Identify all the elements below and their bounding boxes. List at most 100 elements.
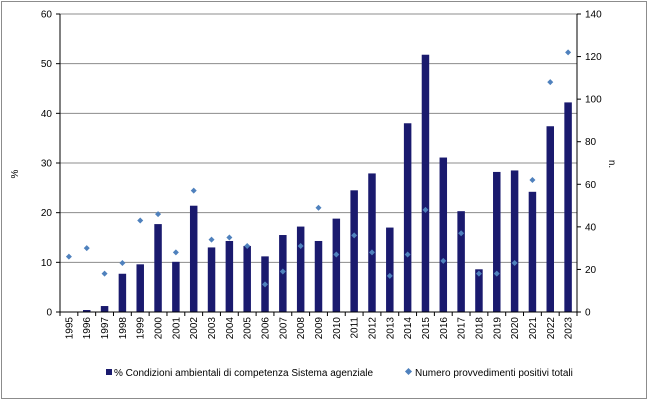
bar-2010	[332, 218, 341, 312]
left-tick-label: 40	[41, 109, 53, 120]
bar-2019	[493, 171, 501, 312]
point-2011	[351, 232, 358, 239]
x-tick-label: 2006	[261, 317, 272, 340]
legend: % Condizioni ambientali di competenza Si…	[106, 367, 573, 379]
x-tick-label: 2019	[492, 317, 503, 340]
right-tick-label: 140	[585, 10, 602, 21]
point-2013	[386, 272, 393, 279]
x-tick-label: 2014	[403, 317, 414, 340]
point-2022	[547, 79, 554, 86]
point-2014	[404, 251, 411, 258]
left-axis-ticks: 0 10 20 30 40 50 60	[41, 10, 60, 319]
x-tick-label: 2018	[474, 317, 485, 340]
bar-2015	[421, 54, 430, 313]
x-tick-label: 1996	[82, 317, 93, 340]
x-tick-label: 2021	[528, 317, 539, 340]
point-1997	[101, 270, 108, 277]
bar-2012	[368, 173, 376, 312]
bar-1999	[136, 264, 144, 312]
point-1999	[137, 217, 144, 224]
x-axis-ticks: 1995 1996 1997 1998 1999 2000 2001 2002 2003 2004…	[59, 312, 578, 340]
point-1996	[83, 245, 90, 252]
point-2010	[333, 251, 340, 258]
point-2020	[511, 260, 518, 267]
legend-bar-swatch	[106, 369, 112, 375]
x-tick-label: 2011	[350, 317, 361, 339]
left-axis-label: %	[10, 169, 21, 178]
right-tick-label: 60	[585, 180, 597, 191]
left-tick-label: 30	[41, 159, 53, 170]
right-axis-label: n.	[606, 160, 617, 168]
bar-2000	[154, 224, 162, 312]
bar-2017	[457, 211, 465, 312]
x-tick-label: 1999	[136, 317, 147, 340]
left-tick-label: 50	[41, 59, 53, 70]
point-2017	[458, 230, 465, 237]
x-tick-label: 2020	[510, 317, 521, 340]
point-2016	[440, 257, 447, 264]
point-2008	[297, 243, 304, 250]
x-tick-label: 2015	[421, 317, 432, 340]
x-tick-label: 2001	[171, 317, 182, 340]
x-tick-label: 2002	[189, 317, 200, 340]
x-tick-label: 2017	[457, 317, 468, 340]
x-tick-label: 1998	[118, 317, 129, 340]
bar-2011	[350, 190, 358, 312]
x-tick-label: 2008	[296, 317, 307, 340]
x-tick-label: 2003	[207, 317, 218, 340]
point-2005	[244, 243, 251, 250]
point-2002	[190, 187, 197, 194]
legend-bar-label: % Condizioni ambientali di competenza Si…	[114, 368, 373, 379]
bar-2005	[243, 245, 251, 312]
bar-2001	[172, 261, 180, 312]
point-2003	[208, 236, 215, 243]
point-2018	[475, 270, 482, 277]
bar-2021	[528, 191, 537, 312]
point-1995	[65, 253, 72, 260]
right-tick-label: 80	[585, 137, 597, 148]
x-tick-label: 1995	[64, 317, 75, 340]
x-tick-label: 2004	[225, 317, 236, 340]
right-tick-label: 20	[585, 265, 597, 276]
legend-point-swatch	[404, 367, 413, 376]
bar-2003	[207, 247, 216, 312]
point-2004	[226, 234, 233, 241]
bar-2023	[564, 102, 572, 312]
right-tick-label: 120	[585, 52, 602, 63]
x-tick-label: 2012	[367, 317, 378, 340]
point-2021	[529, 177, 536, 184]
point-2000	[155, 211, 162, 218]
right-tick-label: 0	[585, 308, 591, 319]
point-2019	[493, 270, 500, 277]
bar-2013	[386, 227, 394, 312]
right-axis-ticks: 0 20 40 60 80 100 120 140	[577, 10, 602, 319]
left-tick-label: 60	[41, 10, 53, 21]
x-tick-label: 2023	[564, 317, 575, 340]
x-tick-label: 2016	[439, 317, 450, 340]
left-tick-label: 20	[41, 208, 53, 219]
x-tick-label: 2022	[546, 317, 557, 340]
bar-1997	[100, 306, 109, 312]
bar-1996	[82, 310, 91, 312]
x-tick-label: 2013	[385, 317, 396, 340]
x-tick-label: 1997	[100, 317, 111, 340]
point-2006	[262, 281, 269, 288]
left-tick-label: 10	[41, 258, 53, 269]
bar-1998	[118, 273, 127, 312]
bar-2009	[314, 240, 323, 312]
bar-2016	[439, 157, 448, 312]
right-tick-label: 100	[585, 95, 602, 106]
point-2007	[279, 268, 286, 275]
x-tick-label: 2005	[243, 317, 254, 340]
legend-point-label: Numero provvedimenti positivi totali	[415, 368, 573, 379]
point-2023	[565, 49, 572, 56]
bar-2014	[403, 123, 412, 313]
bar-2008	[296, 226, 305, 312]
right-tick-label: 40	[585, 222, 597, 233]
point-1998	[119, 260, 126, 267]
bar-2004	[225, 240, 234, 312]
x-tick-label: 2009	[314, 317, 325, 340]
point-2012	[368, 249, 375, 256]
